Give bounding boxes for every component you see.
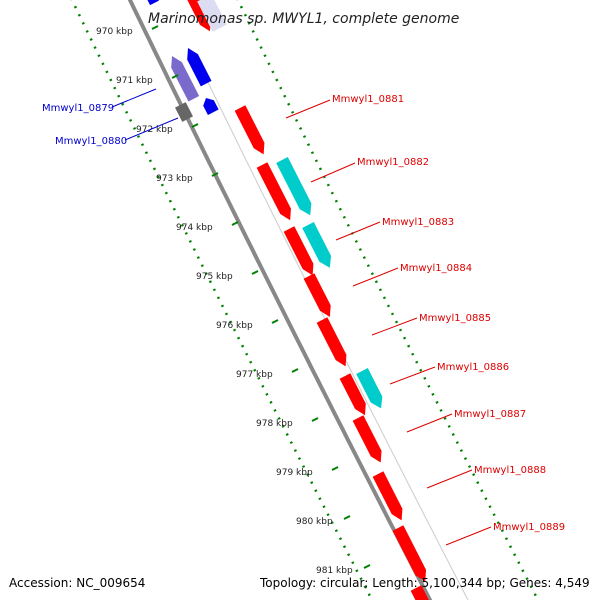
- kbp-tick-mark: [251, 270, 259, 275]
- forward-gene-9-shape: [392, 525, 427, 582]
- forward-gene-top-shape: [184, 0, 211, 32]
- reverse-gene-3-shape: [203, 98, 219, 115]
- reverse-gene-top: [147, 0, 159, 6]
- backbone-layer: [127, 0, 469, 600]
- forward-gene-3-shape: [283, 226, 314, 276]
- kbp-tick-label: 972 kbp: [136, 125, 173, 135]
- forward-gene-5-shape: [316, 317, 347, 367]
- forward-gene-1: [234, 105, 265, 155]
- gene-label-leader: [335, 221, 381, 241]
- reverse-gene-2: [187, 48, 212, 87]
- forward-gene-2-shape: [256, 162, 291, 221]
- gene-label-leader: [406, 413, 453, 433]
- gene-label: Mmwyl1_0889: [493, 522, 565, 533]
- kbp-tick-mark: [271, 319, 279, 324]
- gene-label-leader: [111, 88, 157, 108]
- gene-label-leader: [371, 317, 418, 336]
- forward-gene-top: [184, 0, 211, 32]
- gene-label: Mmwyl1_0887: [454, 409, 526, 420]
- kbp-tick-mark: [363, 564, 371, 569]
- gene-label: Mmwyl1_0879: [42, 103, 114, 114]
- kbp-tick-mark: [311, 417, 319, 422]
- forward-gene-7: [352, 415, 382, 463]
- gene-labels-layer: Mmwyl1_0879 Mmwyl1_0880 Mmwyl1_0881 Mmwyl1_…: [42, 88, 565, 546]
- reverse-gene-2-shape: [187, 48, 212, 87]
- kbp-tick-label: 974 kbp: [176, 223, 213, 233]
- pale-feature-top: [197, 0, 227, 32]
- forward-gene-6: [339, 373, 366, 416]
- forward-gene-4: [303, 273, 331, 317]
- gene-label: Mmwyl1_0881: [332, 94, 404, 105]
- kbp-tick-mark: [211, 172, 219, 177]
- cds-feature-3: [356, 368, 383, 409]
- gene-label: Mmwyl1_0880: [55, 136, 127, 147]
- kbp-tick-label: 979 kbp: [276, 468, 313, 478]
- kbp-tick-label: 970 kbp: [96, 27, 133, 37]
- kbp-tick-mark: [331, 466, 339, 471]
- kbp-tick-mark: [151, 25, 159, 30]
- map-title: Marinomonas sp. MWYL1, complete genome: [148, 11, 459, 27]
- forward-gene-8: [372, 471, 403, 521]
- kbp-ticks-layer: 970 kbp 971 kbp 972 kbp 973 kbp 974 kbp 975 k…: [96, 25, 371, 576]
- gene-label-leader: [285, 99, 331, 119]
- forward-gene-3: [283, 226, 314, 276]
- gene-label: Mmwyl1_0883: [382, 217, 454, 228]
- gene-label: Mmwyl1_0886: [437, 362, 509, 373]
- kbp-tick-label: 978 kbp: [256, 419, 293, 429]
- forward-gene-4-shape: [303, 273, 331, 317]
- gene-label: Mmwyl1_0888: [474, 465, 546, 476]
- inner-ruler-ring: [70, 0, 374, 600]
- forward-gene-bottom-shape: [410, 585, 431, 600]
- gene-label: Mmwyl1_0884: [400, 263, 472, 274]
- kbp-tick-label: 981 kbp: [316, 566, 353, 576]
- gene-label-leader: [310, 162, 356, 183]
- kbp-tick-mark: [291, 368, 299, 373]
- forward-gene-bottom: [410, 585, 431, 600]
- gene-label-leader: [426, 469, 473, 489]
- cds-feature-3-shape: [356, 368, 383, 409]
- outer-ruler-ring: [236, 0, 540, 600]
- ruler-dots-layer: [70, 0, 540, 600]
- reverse-gene-1-pale-shape: [171, 56, 200, 102]
- kbp-tick-label: 975 kbp: [196, 272, 233, 282]
- kbp-tick-label: 977 kbp: [236, 370, 273, 380]
- kbp-tick-mark: [231, 221, 239, 226]
- reverse-gene-top-shape: [147, 0, 159, 6]
- cds-feature-2: [302, 222, 332, 268]
- genes-layer: [147, 0, 431, 600]
- forward-gene-1-shape: [234, 105, 265, 155]
- gene-label: Mmwyl1_0885: [419, 313, 491, 324]
- gene-label-leader: [389, 366, 436, 385]
- forward-gene-5: [316, 317, 347, 367]
- genome-backbone: [127, 0, 433, 600]
- kbp-tick-mark: [191, 123, 199, 128]
- kbp-tick-label: 973 kbp: [156, 174, 193, 184]
- forward-gene-2: [256, 162, 291, 221]
- kbp-tick-mark: [171, 74, 179, 79]
- gene-label: Mmwyl1_0882: [357, 157, 429, 168]
- kbp-tick-label: 980 kbp: [296, 517, 333, 527]
- forward-gene-8-shape: [372, 471, 403, 521]
- reverse-gene-1-pale: [171, 56, 200, 102]
- gene-label-leader: [124, 117, 179, 141]
- cds-feature-2-shape: [302, 222, 332, 268]
- cds-feature-1: [276, 157, 312, 216]
- reverse-gene-3: [203, 98, 219, 115]
- kbp-tick-mark: [343, 515, 351, 520]
- forward-gene-7-shape: [352, 415, 382, 463]
- forward-gene-6-shape: [339, 373, 366, 416]
- gene-label-leader: [352, 267, 399, 287]
- kbp-tick-label: 976 kbp: [216, 321, 253, 331]
- gene-label-leader: [445, 526, 492, 546]
- forward-gene-9: [392, 525, 427, 582]
- gray-feature: [175, 102, 193, 122]
- kbp-tick-label: 971 kbp: [116, 76, 153, 86]
- cds-feature-1-shape: [276, 157, 312, 216]
